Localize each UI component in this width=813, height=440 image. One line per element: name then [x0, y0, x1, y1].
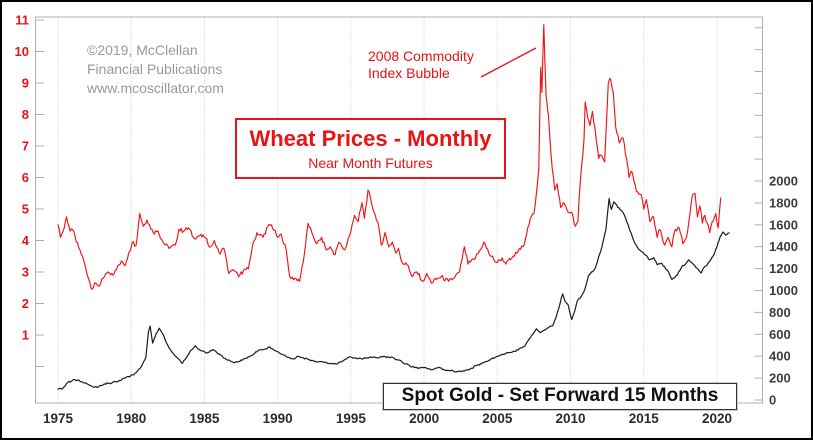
right-axis-tick-label: 1400: [769, 239, 798, 254]
left-axis-tick-label: 6: [22, 170, 29, 185]
x-axis-tick-label: 1990: [263, 411, 293, 426]
x-axis-tick-label: 2015: [629, 411, 660, 426]
left-axis-tick-label: 7: [22, 139, 29, 154]
right-axis-tick-label: 200: [769, 371, 791, 386]
chart-title-box: Wheat Prices - Monthly Near Month Future…: [235, 118, 506, 179]
axis-ticks: [36, 19, 762, 401]
right-axis-tick-label: 2000: [769, 174, 798, 189]
x-axis-tick-label: 2010: [556, 411, 586, 426]
left-axis-tick-label: 4: [22, 233, 30, 248]
series-lines: [57, 24, 730, 390]
watermark-line-3: www.mcoscillator.com: [87, 80, 224, 96]
annotation-2008-bubble: 2008 Commodity Index Bubble: [368, 48, 474, 82]
left-axis-tick-label: 8: [22, 107, 29, 122]
annotation-line-1: 2008 Commodity: [368, 48, 474, 64]
x-axis-tick-label: 2000: [409, 411, 439, 426]
right-axis-tick-label: 1600: [769, 217, 798, 232]
gold-price-line: [57, 197, 730, 390]
x-axis-tick-label: 1985: [189, 411, 220, 426]
right-axis-tick-label: 1800: [769, 195, 798, 210]
left-axis-tick-label: 9: [22, 76, 29, 91]
chart-title: Wheat Prices - Monthly: [249, 126, 492, 151]
right-axis-tick-label: 400: [769, 349, 791, 364]
watermark-line-1: ©2019, McClellan: [87, 42, 198, 58]
copyright-watermark: ©2019, McClellan Financial Publications …: [87, 41, 224, 98]
left-axis-tick-label: 10: [15, 44, 29, 59]
left-axis-tick-label: 11: [15, 13, 29, 28]
annotation-pointer-line: [480, 47, 537, 78]
wheat-price-line: [57, 24, 722, 290]
gold-series-label: Spot Gold - Set Forward 15 Months: [401, 385, 719, 406]
x-axis-tick-label: 1975: [43, 411, 74, 426]
x-axis-tick-label: 1980: [116, 411, 146, 426]
right-axis-tick-label: 0: [769, 393, 776, 408]
watermark-line-2: Financial Publications: [87, 61, 223, 77]
right-axis-tick-label: 1200: [769, 261, 798, 276]
left-axis-tick-label: 5: [22, 202, 29, 217]
left-axis-tick-label: 1: [22, 328, 29, 343]
x-axis-tick-label: 2020: [702, 411, 732, 426]
right-axis-tick-label: 800: [769, 305, 791, 320]
left-axis-tick-label: 2: [22, 296, 29, 311]
x-axis-tick-label: 1995: [336, 411, 367, 426]
chart-subtitle: Near Month Futures: [308, 155, 433, 171]
gold-series-label-box: Spot Gold - Set Forward 15 Months: [383, 383, 737, 410]
right-axis-tick-label: 600: [769, 327, 791, 342]
x-axis-tick-label: 2005: [482, 411, 513, 426]
right-axis-tick-label: 1000: [769, 283, 798, 298]
gridlines: [57, 17, 718, 403]
axis-labels: 1 2 3 4 5 6 7 8 9 10 11 0 200 400 600 800 1000 1200 1400 16…: [15, 13, 798, 427]
annotation-line-2: Index Bubble: [368, 65, 450, 81]
left-axis-tick-label: 3: [22, 265, 29, 280]
